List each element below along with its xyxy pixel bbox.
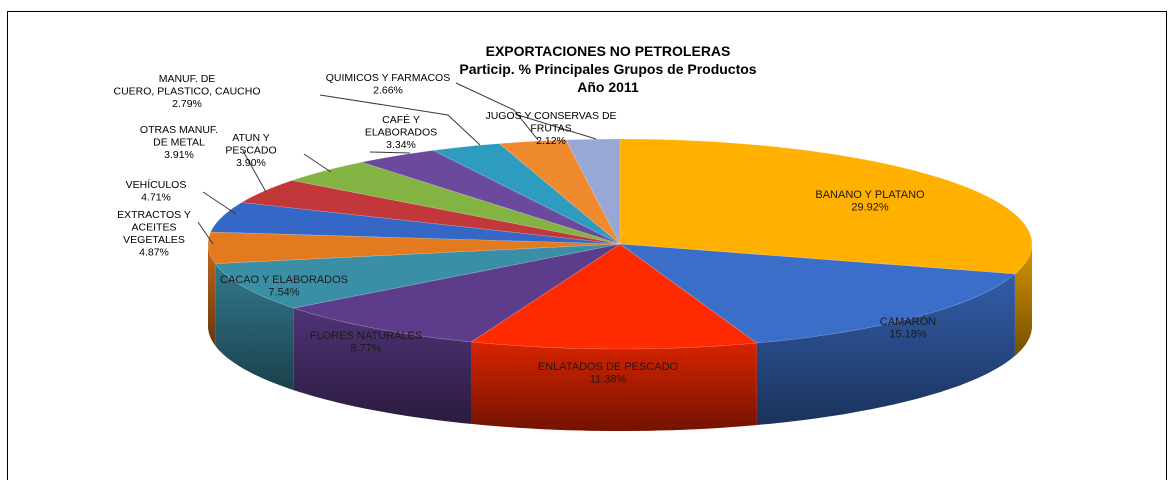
pie-side-shade (1014, 244, 1032, 356)
slice-value-label: 4.87% (139, 247, 169, 259)
pie-side-banano-y-platano (1014, 244, 1032, 356)
slice-value-label: 11.38% (590, 374, 627, 386)
slice-category-label: VEHÍCULOS (126, 178, 187, 191)
slice-value-label: 2.79% (172, 98, 202, 110)
slice-category-label: CAFÉ Y (382, 113, 420, 126)
pie-side-shade (471, 341, 757, 431)
slice-value-label: 4.71% (141, 192, 171, 204)
leader-line (202, 191, 237, 215)
pie-side-shade (215, 263, 294, 391)
pie-slice-cafe-y-elaborados (361, 150, 621, 245)
slice-category-label: FRUTAS (530, 123, 571, 135)
leader-line (369, 151, 411, 154)
pie-slice-quimicos-y-farmacos (498, 139, 621, 245)
slice-value-label: 3.91% (164, 149, 194, 161)
pie-slice-cacao-y-elaborados (214, 243, 621, 309)
pie-side-shade (208, 244, 216, 346)
slice-category-label: CAMARÓN (880, 315, 936, 328)
slice-value-label: 15.18% (889, 329, 927, 341)
slice-category-label: CACAO Y ELABORADOS (220, 274, 348, 286)
slice-category-label: VEGETALES (123, 234, 185, 246)
pie-slice-extractos-y-aceites-vegetales (207, 231, 621, 264)
pie-slice-flores-naturales (293, 243, 621, 343)
slice-category-label: FLORES NATURALES (310, 330, 422, 342)
pie-side-flores-naturales (293, 308, 472, 424)
chart-subtitle: Particip. % Principales Grupos de Produc… (459, 61, 756, 77)
leader-line (455, 82, 539, 141)
chart-title: EXPORTACIONES NO PETROLERAS (486, 43, 731, 59)
pie-slice-camaron (618, 243, 1016, 344)
pie-side-cacao-y-elaborados (215, 263, 294, 391)
leader-line (303, 153, 332, 173)
chart-year-label: Año 2011 (577, 79, 639, 95)
chart-frame: EXPORTACIONES NO PETROLERAS Particip. % … (7, 11, 1167, 480)
slice-value-label: 8.77% (350, 343, 381, 355)
pie-side-camaron (756, 273, 1015, 425)
slice-value-label: 3.34% (386, 139, 416, 151)
leader-line (242, 150, 267, 193)
pie-slice-otras-manuf-de-metal (240, 180, 621, 245)
slice-value-label: 29.92% (851, 202, 889, 214)
slice-category-label: QUIMICOS Y FARMACOS (326, 72, 450, 84)
slice-category-label: PESCADO (225, 145, 276, 157)
slice-category-label: ENLATADOS DE PESCADO (538, 361, 679, 373)
slice-value-label: 7.54% (268, 287, 299, 299)
pie-slice-enlatados-de-pescado (470, 243, 758, 350)
leader-line (197, 221, 214, 245)
leader-line (517, 114, 597, 140)
slice-category-label: EXTRACTOS Y (117, 209, 191, 221)
slice-category-label: CUERO, PLASTICO, CAUCHO (113, 86, 260, 98)
slice-category-label: MANUF. DE (159, 73, 216, 85)
slice-value-label: 3.90% (236, 157, 266, 169)
slice-category-label: ACEITES (132, 222, 177, 234)
leader-line (319, 94, 481, 146)
pie-sides (208, 244, 1032, 431)
pie-tops (207, 138, 1033, 350)
slice-value-label: 2.12% (536, 135, 566, 147)
slice-category-label: OTRAS MANUF. (140, 124, 218, 136)
slice-value-label: 2.66% (373, 85, 403, 97)
slice-category-label: DE METAL (153, 137, 205, 149)
slice-category-label: ATUN Y (232, 132, 270, 144)
pie-slice-atun-y-pescado (290, 161, 621, 245)
pie-side-shade (293, 308, 472, 424)
slice-category-label: ELABORADOS (365, 127, 437, 139)
pie-slice-manuf-de-cuero-plastico-caucho (432, 143, 621, 245)
pie-chart: EXPORTACIONES NO PETROLERAS Particip. % … (113, 43, 1033, 431)
pie-slice-vehiculos (210, 202, 621, 245)
pie-side-enlatados-de-pescado (471, 341, 757, 431)
slice-category-label: JUGOS Y CONSERVAS DE (485, 110, 616, 122)
pie-slice-jugos-y-conservas-de-frutas (565, 138, 621, 245)
pie-side-extractos-y-aceites-vegetales (208, 244, 216, 346)
pie-slice-banano-y-platano (619, 138, 1033, 275)
slice-category-label: BANANO Y PLATANO (815, 189, 925, 201)
pie-side-shade (756, 273, 1015, 425)
